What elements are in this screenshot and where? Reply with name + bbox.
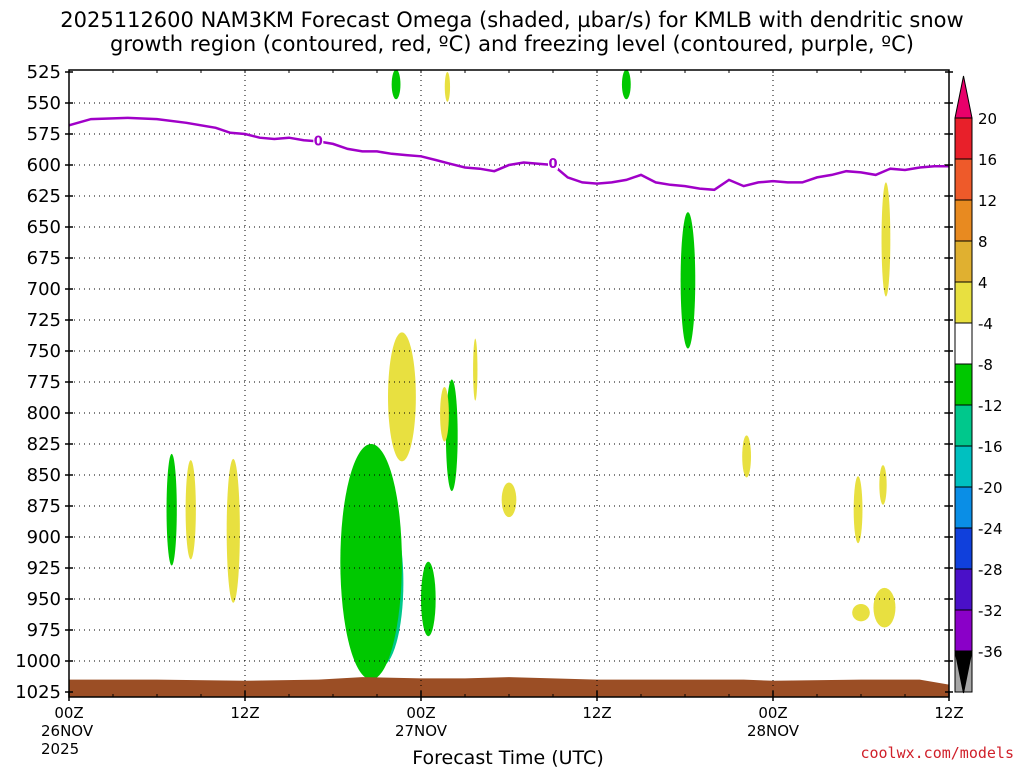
x-tick-date-label: 28NOV (747, 722, 800, 740)
colorbar-label: -20 (978, 479, 1003, 497)
y-tick-label: 950 (27, 589, 61, 610)
colorbar-segment (954, 199, 973, 242)
colorbar-segment (954, 609, 973, 652)
colorbar-label: 8 (978, 233, 988, 251)
colorbar-segment (954, 363, 973, 406)
omega-ascent-hr7 (166, 453, 177, 566)
colorbar-label: -4 (978, 315, 993, 333)
colorbar-label: -12 (978, 397, 1003, 415)
y-tick-label: 800 (27, 403, 61, 424)
y-tick-label: 750 (27, 341, 61, 362)
site-credit: coolwx.com/models (860, 744, 1014, 762)
y-tick-label: 775 (27, 372, 61, 393)
y-tick-label: 925 (27, 558, 61, 579)
y-tick-label: 650 (27, 217, 61, 238)
colorbar-segment (954, 322, 973, 365)
omega-ascent-top-hr38 (621, 69, 631, 100)
omega-sink-hr25 (444, 72, 451, 102)
y-tick-label: 850 (27, 465, 61, 486)
omega-sink-hr46 (742, 435, 751, 478)
colorbar-segment (954, 527, 973, 570)
y-tick-label: 825 (27, 434, 61, 455)
omega-sink-hr53.8 (853, 476, 863, 544)
colorbar-segment (954, 240, 973, 283)
contour-label-bg (548, 155, 558, 170)
chart-title-line1: 2025112600 NAM3KM Forecast Omega (shaded… (60, 8, 964, 32)
y-tick-label: 600 (27, 155, 61, 176)
colorbar-segment (954, 445, 973, 488)
x-tick-date-label: 27NOV (395, 722, 448, 740)
freezing-level-label: 0 (314, 134, 323, 149)
freezing-level-label: 0 (548, 157, 557, 172)
colorbar-label: -28 (978, 561, 1003, 579)
colorbar-segment (954, 568, 973, 611)
colorbar-segment (954, 486, 973, 529)
omega-sink-hr23 (388, 332, 416, 462)
x-axis-title: Forecast Time (UTC) (412, 747, 603, 768)
x-tick-time-label: 12Z (934, 704, 963, 722)
colorbar-label: 16 (978, 151, 997, 169)
colorbar-label: 4 (978, 274, 988, 292)
colorbar-label: -16 (978, 438, 1003, 456)
colorbar-label: -24 (978, 520, 1003, 538)
y-tick-label: 1000 (15, 651, 61, 672)
colorbar-segment (954, 404, 973, 447)
omega-sink-hr11.2 (226, 458, 240, 603)
omega-sink-hr54 (852, 603, 870, 622)
colorbar-segment (954, 281, 973, 324)
omega-ascent-hr22 (340, 444, 402, 680)
omega-sink-hr55.8 (873, 587, 896, 628)
x-tick-time-label: 12Z (230, 704, 259, 722)
colorbar-label: -36 (978, 643, 1003, 661)
colorbar-triangle-top (954, 75, 973, 119)
colorbar-label: -8 (978, 356, 993, 374)
contour-label-bg (313, 133, 324, 148)
colorbar-label: -32 (978, 602, 1003, 620)
y-tick-label: 625 (27, 186, 61, 207)
y-tick-label: 1025 (15, 682, 61, 703)
terrain-surface (69, 677, 949, 697)
omega-ascent-hr26 (445, 379, 458, 492)
y-tick-label: 675 (27, 248, 61, 269)
x-tick-year-label: 2025 (41, 740, 79, 758)
plot-frame (68, 69, 950, 698)
y-tick-label: 575 (27, 124, 61, 145)
omega-sink-hr55.7 (881, 182, 891, 297)
omega-ascent-hr24.5 (421, 561, 436, 637)
y-tick-label: 725 (27, 310, 61, 331)
omega-sink-hr30 (501, 482, 517, 518)
x-tick-date-label: 26NOV (41, 722, 94, 740)
x-tick-time-label: 00Z (758, 704, 787, 722)
y-tick-label: 900 (27, 527, 61, 548)
omega-ascent-top-hr22 (391, 69, 401, 100)
omega-sink-hr55.5 (879, 465, 887, 505)
freezing-level-contour (68, 116, 949, 192)
omega-ascent-hr42 (680, 212, 696, 349)
colorbar-segment (954, 158, 973, 201)
y-tick-label: 700 (27, 279, 61, 300)
colorbar-triangle-bottom (954, 650, 973, 694)
omega-sink-hr27.7 (473, 338, 478, 401)
colorbar-label: 12 (978, 192, 997, 210)
y-tick-label: 550 (27, 93, 61, 114)
omega-sink-hr8.3 (185, 460, 196, 560)
x-tick-time-label: 00Z (406, 704, 435, 722)
colorbar-segment (954, 117, 973, 160)
x-tick-time-label: 00Z (54, 704, 83, 722)
y-tick-label: 525 (27, 62, 61, 83)
omega-sink-hr25.5 (440, 386, 449, 442)
y-tick-label: 875 (27, 496, 61, 517)
colorbar-label: 20 (978, 110, 997, 128)
y-tick-label: 975 (27, 620, 61, 641)
chart-title-line2: growth region (contoured, red, ºC) and f… (110, 32, 914, 56)
x-tick-time-label: 12Z (582, 704, 611, 722)
